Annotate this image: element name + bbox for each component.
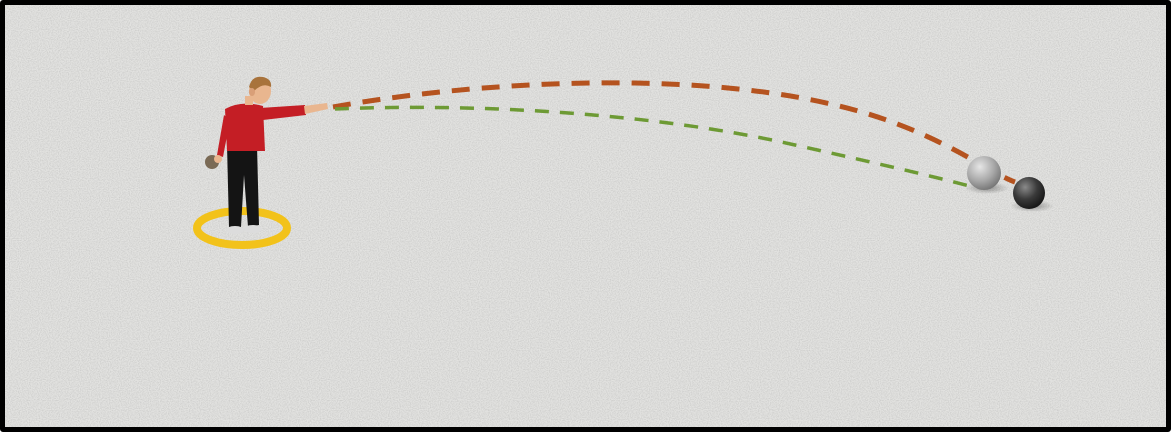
green-dashed-arc-path: [334, 105, 978, 190]
dark-boule-ball: [1013, 177, 1045, 209]
scene-canvas: [5, 5, 1166, 427]
gravel-ground: [5, 5, 1166, 427]
orange-dashed-arc-path: [332, 80, 1016, 185]
boy-throwing-ball-figure: [205, 76, 328, 234]
yellow-throwing-circle-ring: [193, 207, 291, 249]
grey-boule-ball: [967, 156, 1001, 190]
